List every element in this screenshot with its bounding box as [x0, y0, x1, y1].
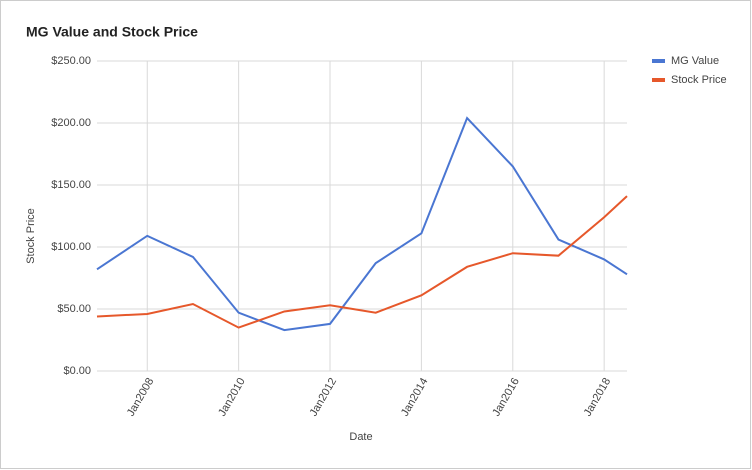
series-line — [96, 195, 628, 329]
y-tick-label: $100.00 — [51, 241, 91, 253]
y-tick-label: $150.00 — [51, 179, 91, 191]
legend-swatch — [652, 59, 665, 63]
x-axis-label: Date — [349, 431, 372, 443]
chart-title: MG Value and Stock Price — [26, 24, 198, 40]
series-line — [96, 116, 628, 332]
legend-label: MG Value — [671, 55, 719, 67]
legend-swatch — [652, 78, 665, 82]
y-axis-label: Stock Price — [25, 208, 37, 264]
legend-label: Stock Price — [671, 74, 727, 86]
y-tick-label: $0.00 — [63, 365, 91, 377]
y-tick-label: $200.00 — [51, 117, 91, 129]
y-tick-label: $50.00 — [57, 303, 91, 315]
y-tick-label: $250.00 — [51, 55, 91, 67]
